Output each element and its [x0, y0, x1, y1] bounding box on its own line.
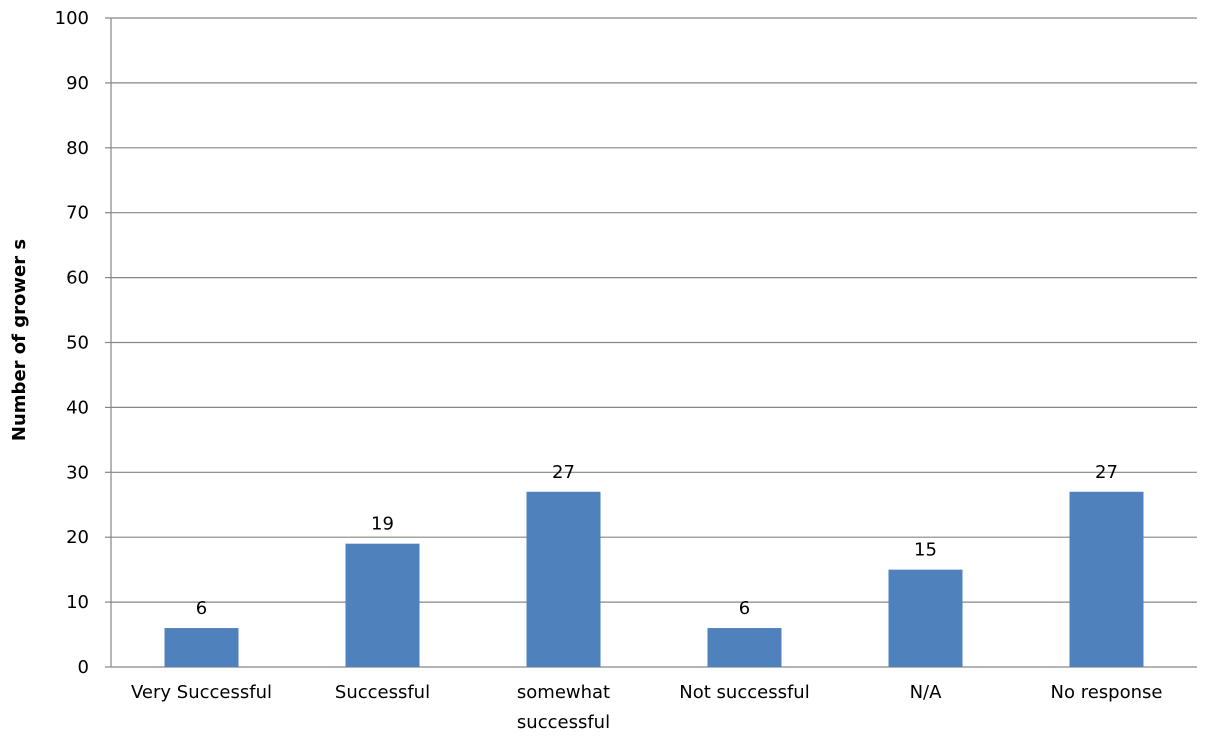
bars: [164, 491, 1144, 667]
y-tick-label: 20: [66, 527, 89, 548]
y-tick-label: 100: [55, 8, 89, 29]
y-tick-label: 80: [66, 138, 89, 159]
y-tick-label: 60: [66, 268, 89, 289]
y-tick-label: 30: [66, 462, 89, 483]
axes: [110, 18, 1197, 668]
data-label: 6: [739, 598, 750, 619]
data-label: 27: [1095, 462, 1118, 483]
x-tick-label: Not successful: [679, 682, 809, 703]
y-tick-label: 0: [78, 657, 89, 678]
y-tick-label: 90: [66, 73, 89, 94]
x-tick-label: No response: [1051, 682, 1163, 703]
bar: [888, 569, 963, 667]
y-tick-label: 40: [66, 397, 89, 418]
y-tick-label: 70: [66, 203, 89, 224]
bar: [345, 543, 420, 667]
data-label: 27: [552, 462, 575, 483]
bar: [526, 491, 601, 667]
data-label: 15: [914, 540, 937, 561]
y-tick-label: 50: [66, 333, 89, 354]
bar: [1069, 491, 1144, 667]
y-tick-label: 10: [66, 592, 89, 613]
data-label: 6: [196, 598, 207, 619]
x-tick-labels: Very Successful Successful somewhat success…: [131, 682, 1162, 733]
x-tick-label: Successful: [335, 682, 430, 703]
x-tick-label: somewhat successful: [517, 682, 610, 733]
x-tick-label: N/A: [910, 682, 943, 703]
data-labels: 6 19 27 6 15 27: [196, 462, 1118, 619]
gridlines: [105, 17, 1197, 668]
data-label: 19: [371, 514, 394, 535]
y-axis-label: Number of grower s: [9, 239, 30, 441]
y-tick-labels: 0 10 20 30 40 50 60 70 80 90 100: [55, 8, 89, 678]
bar: [707, 628, 782, 667]
x-tick-label: Very Successful: [131, 682, 272, 703]
bar: [164, 628, 239, 667]
